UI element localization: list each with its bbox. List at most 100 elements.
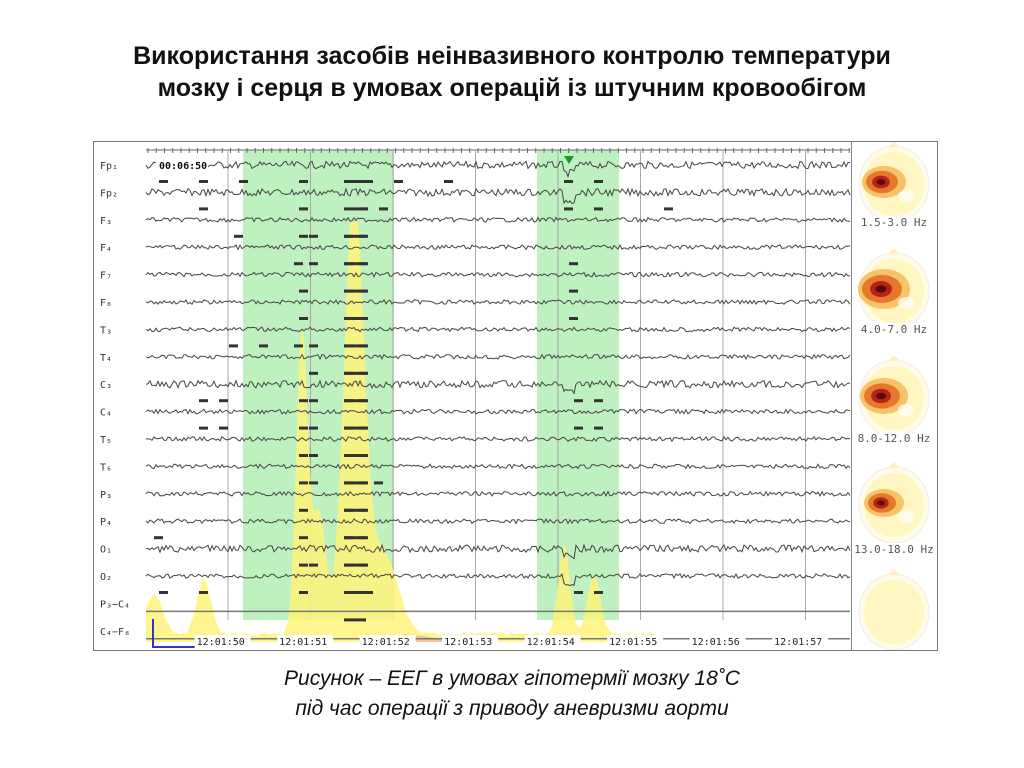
event-mark — [299, 289, 308, 293]
eeg-trace — [145, 408, 851, 415]
slide-title-line-2: мозку і серця в умовах операцій із штучн… — [157, 74, 867, 102]
time-label-bg — [607, 635, 664, 648]
eeg-trace — [145, 490, 851, 498]
time-axis-labels: 12:01:50 12:01:51 12:01:52 12:01:53 12:01:54… — [194, 635, 829, 648]
event-mark — [159, 180, 168, 183]
event-mark — [594, 591, 603, 594]
eeg-trace — [145, 326, 851, 333]
event-mark — [594, 207, 603, 211]
channel-label: T₅ — [100, 435, 112, 446]
event-mark-wide — [344, 234, 366, 238]
event-mark-wide — [344, 344, 366, 348]
event-mark-wide — [344, 454, 366, 457]
event-mark-wide — [344, 289, 366, 293]
time-label: 12:01:57 — [774, 637, 822, 648]
event-mark-wide — [344, 371, 366, 375]
event-mark — [299, 481, 308, 485]
event-mark — [219, 399, 228, 403]
event-mark — [309, 426, 318, 430]
event-mark — [594, 426, 603, 430]
channel-label: F₄ — [100, 243, 112, 254]
event-mark — [364, 591, 373, 594]
caption-line-2: під час операції з приводу аневризми аор… — [295, 697, 729, 720]
topomap: 13.0-18.0 Hz — [854, 462, 934, 556]
event-mark — [299, 426, 308, 430]
channel-label: C₄ — [100, 408, 112, 419]
event-mark — [299, 180, 308, 183]
timestamp: 00:06:50 — [159, 161, 207, 172]
slide-title-line-1: Використання засобів неінвазивного контр… — [133, 42, 891, 70]
topomap-band-label: 4.0-7.0 Hz — [861, 323, 927, 336]
event-mark-wide — [344, 317, 366, 320]
eeg-plot: Fp₁ Fp₂ F₃ F₄ F₇ F₈ T₃ T₄ C₃ C₄ T₅ T₆ P₃ P₄ O₁ O₂ P₃−C₄ C… — [100, 142, 937, 650]
figure-caption: Рисунок – ЕЕГ в умовах гіпотермії мозку … — [0, 664, 1024, 724]
event-mark — [294, 344, 303, 348]
time-label: 12:01:55 — [609, 637, 657, 648]
event-mark — [299, 234, 308, 238]
eeg-trace — [145, 216, 851, 223]
event-mark — [299, 399, 308, 403]
event-mark — [594, 399, 603, 403]
channel-label: C₄−F₈ — [100, 627, 130, 638]
event-mark-wide — [344, 591, 366, 594]
event-marks — [154, 180, 673, 622]
event-mark — [294, 262, 303, 266]
time-label: 12:01:54 — [527, 637, 575, 648]
topomap: 4.0-7.0 Hz — [857, 248, 933, 336]
event-mark — [309, 454, 318, 457]
channel-label: Fp₂ — [100, 188, 118, 199]
timestamp-box — [156, 158, 208, 172]
channel-label: P₄ — [100, 517, 112, 528]
event-mark-wide — [344, 536, 366, 540]
event-mark — [299, 591, 308, 594]
time-ruler-top — [146, 148, 850, 153]
channel-label: F₈ — [100, 298, 112, 309]
topomap: 8.0-12.0 Hz — [857, 355, 933, 445]
eeg-trace — [145, 271, 850, 278]
event-mark — [574, 426, 583, 430]
event-mark — [154, 536, 163, 540]
topomap — [858, 569, 930, 650]
channel-label: T₄ — [100, 353, 112, 364]
event-mark-wide — [344, 207, 366, 211]
channel-label: C₃ — [100, 380, 112, 391]
channel-label: T₆ — [100, 462, 112, 473]
event-mark — [569, 262, 578, 266]
time-label-bg — [194, 635, 251, 648]
event-mark-wide — [344, 618, 366, 622]
eeg-trace — [145, 572, 851, 587]
event-mark — [309, 563, 318, 567]
eeg-trace — [145, 543, 851, 560]
event-mark — [374, 481, 383, 485]
event-mark — [299, 454, 308, 457]
event-mark — [299, 536, 308, 540]
event-mark-wide — [344, 399, 366, 403]
event-mark — [364, 180, 373, 183]
event-mark — [309, 234, 318, 238]
topomap-band-label: 8.0-12.0 Hz — [858, 432, 931, 445]
event-mark — [394, 180, 403, 183]
event-mark — [309, 371, 318, 375]
time-label: 12:01:51 — [279, 637, 327, 648]
event-mark — [664, 207, 673, 211]
time-label: 12:01:50 — [197, 637, 245, 648]
channel-label: P₃−C₄ — [100, 599, 130, 610]
eeg-trace — [145, 187, 851, 205]
event-mark — [199, 591, 208, 594]
eeg-figure: Fp₁ Fp₂ F₃ F₄ F₇ F₈ T₃ T₄ C₃ C₄ T₅ T₆ P₃ P₄ O₁ O₂ P₃−C₄ C… — [93, 141, 938, 651]
event-mark — [309, 399, 318, 403]
channel-label: F₇ — [100, 271, 112, 282]
event-mark-wide — [344, 426, 366, 430]
event-mark — [564, 207, 573, 211]
event-mark — [219, 426, 228, 430]
time-label-bg — [772, 635, 829, 648]
event-mark — [259, 344, 268, 348]
channel-label: P₃ — [100, 490, 112, 501]
time-label-bg — [442, 635, 499, 648]
eeg-trace — [145, 379, 851, 395]
time-label-bg — [359, 635, 416, 648]
event-mark — [199, 426, 208, 430]
event-mark — [239, 180, 248, 183]
time-label: 12:01:53 — [444, 637, 492, 648]
channel-label: T₃ — [100, 325, 112, 336]
